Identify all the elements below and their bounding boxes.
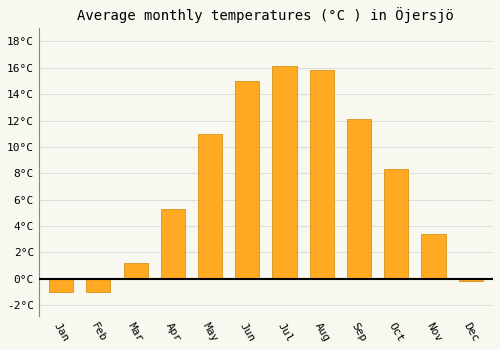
Bar: [235, 81, 260, 279]
Bar: [384, 169, 408, 279]
Bar: [422, 234, 446, 279]
Bar: [160, 209, 185, 279]
Title: Average monthly temperatures (°C ) in Öjersjö: Average monthly temperatures (°C ) in Öj…: [78, 7, 454, 23]
Bar: [198, 134, 222, 279]
Bar: [458, 279, 483, 281]
Bar: [86, 279, 110, 292]
Bar: [272, 66, 296, 279]
Bar: [310, 70, 334, 279]
Bar: [49, 279, 73, 292]
Bar: [124, 263, 148, 279]
Bar: [347, 119, 371, 279]
